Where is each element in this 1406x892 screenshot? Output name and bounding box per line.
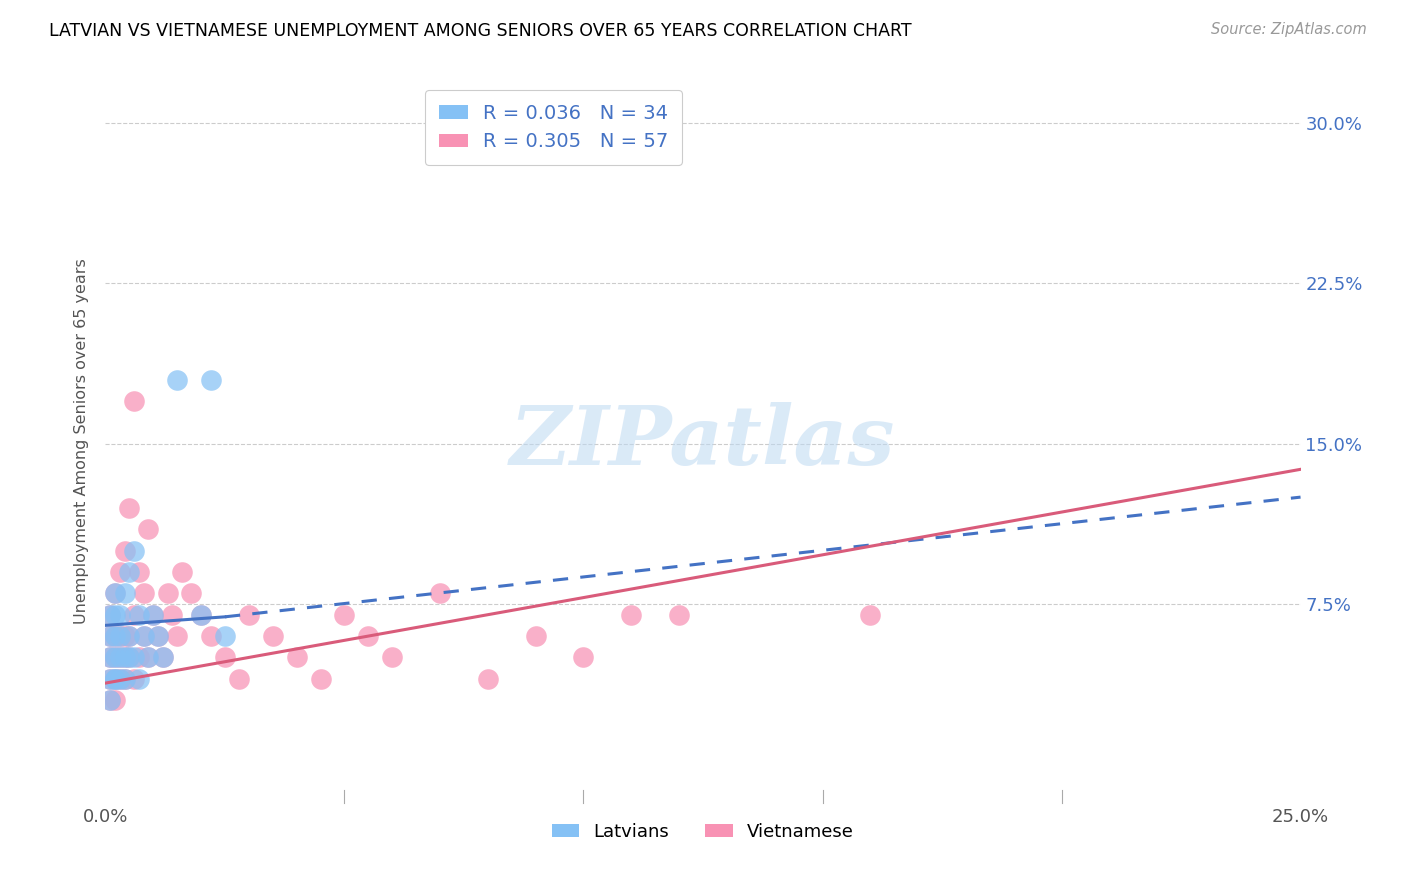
Point (309, 672, 332, 686)
Point (114, 650, 136, 665)
Point (262, 629, 284, 643)
Point (104, 650, 127, 665)
Point (118, 629, 141, 643)
Point (142, 607, 165, 622)
Point (104, 586, 127, 600)
Point (128, 672, 150, 686)
Point (128, 650, 150, 665)
Point (104, 672, 127, 686)
Point (118, 650, 141, 665)
Point (333, 607, 356, 622)
Point (128, 607, 150, 622)
Point (108, 565, 131, 579)
Point (104, 629, 127, 643)
Point (98, 629, 121, 643)
Point (108, 672, 131, 686)
Point (98, 672, 121, 686)
Point (381, 650, 404, 665)
Point (98, 693, 121, 707)
Text: LATVIAN VS VIETNAMESE UNEMPLOYMENT AMONG SENIORS OVER 65 YEARS CORRELATION CHART: LATVIAN VS VIETNAMESE UNEMPLOYMENT AMONG… (49, 22, 912, 40)
Point (200, 373, 222, 387)
Point (108, 629, 131, 643)
Point (114, 672, 136, 686)
Point (118, 650, 141, 665)
Point (524, 629, 547, 643)
Point (114, 672, 136, 686)
Point (118, 565, 141, 579)
Legend: Latvians, Vietnamese: Latvians, Vietnamese (546, 815, 860, 848)
Point (572, 650, 595, 665)
Point (122, 650, 145, 665)
Point (108, 629, 131, 643)
Point (285, 650, 308, 665)
Point (668, 607, 690, 622)
Point (108, 672, 131, 686)
Point (152, 650, 174, 665)
Point (132, 629, 155, 643)
Point (132, 629, 155, 643)
Point (114, 650, 136, 665)
Point (142, 607, 165, 622)
Point (166, 629, 188, 643)
Point (122, 607, 145, 622)
Point (104, 607, 127, 622)
Point (98, 672, 121, 686)
Point (214, 650, 236, 665)
Point (1337, 202, 1360, 216)
Point (122, 672, 145, 686)
Point (122, 543, 145, 558)
Point (620, 607, 643, 622)
Point (228, 672, 250, 686)
Point (162, 607, 184, 622)
Point (104, 672, 127, 686)
Point (114, 629, 136, 643)
Point (357, 629, 380, 643)
Text: Source: ZipAtlas.com: Source: ZipAtlas.com (1211, 22, 1367, 37)
Point (108, 607, 131, 622)
Point (98, 650, 121, 665)
Point (146, 629, 169, 643)
Point (190, 607, 212, 622)
Point (138, 650, 160, 665)
Point (104, 693, 127, 707)
Point (98, 607, 121, 622)
Point (190, 607, 212, 622)
Point (118, 629, 141, 643)
Point (138, 522, 160, 536)
Point (108, 650, 131, 665)
Point (214, 629, 236, 643)
Point (138, 650, 160, 665)
Point (98, 650, 121, 665)
Point (180, 586, 202, 600)
Point (104, 629, 127, 643)
Point (166, 373, 188, 387)
Point (104, 650, 127, 665)
Point (98, 607, 121, 622)
Point (477, 672, 499, 686)
Point (156, 586, 179, 600)
Y-axis label: Unemployment Among Seniors over 65 years: Unemployment Among Seniors over 65 years (75, 259, 90, 624)
Point (128, 565, 150, 579)
Point (429, 586, 451, 600)
Point (152, 650, 174, 665)
Point (238, 607, 260, 622)
Point (114, 543, 136, 558)
Point (859, 607, 882, 622)
Text: ZIPatlas: ZIPatlas (510, 401, 896, 482)
Point (146, 629, 169, 643)
Point (104, 672, 127, 686)
Point (108, 650, 131, 665)
Point (132, 586, 155, 600)
Point (114, 586, 136, 600)
Point (104, 586, 127, 600)
Point (118, 500, 141, 515)
Point (122, 393, 145, 408)
Point (98, 693, 121, 707)
Point (98, 629, 121, 643)
Point (170, 565, 193, 579)
Point (200, 629, 222, 643)
